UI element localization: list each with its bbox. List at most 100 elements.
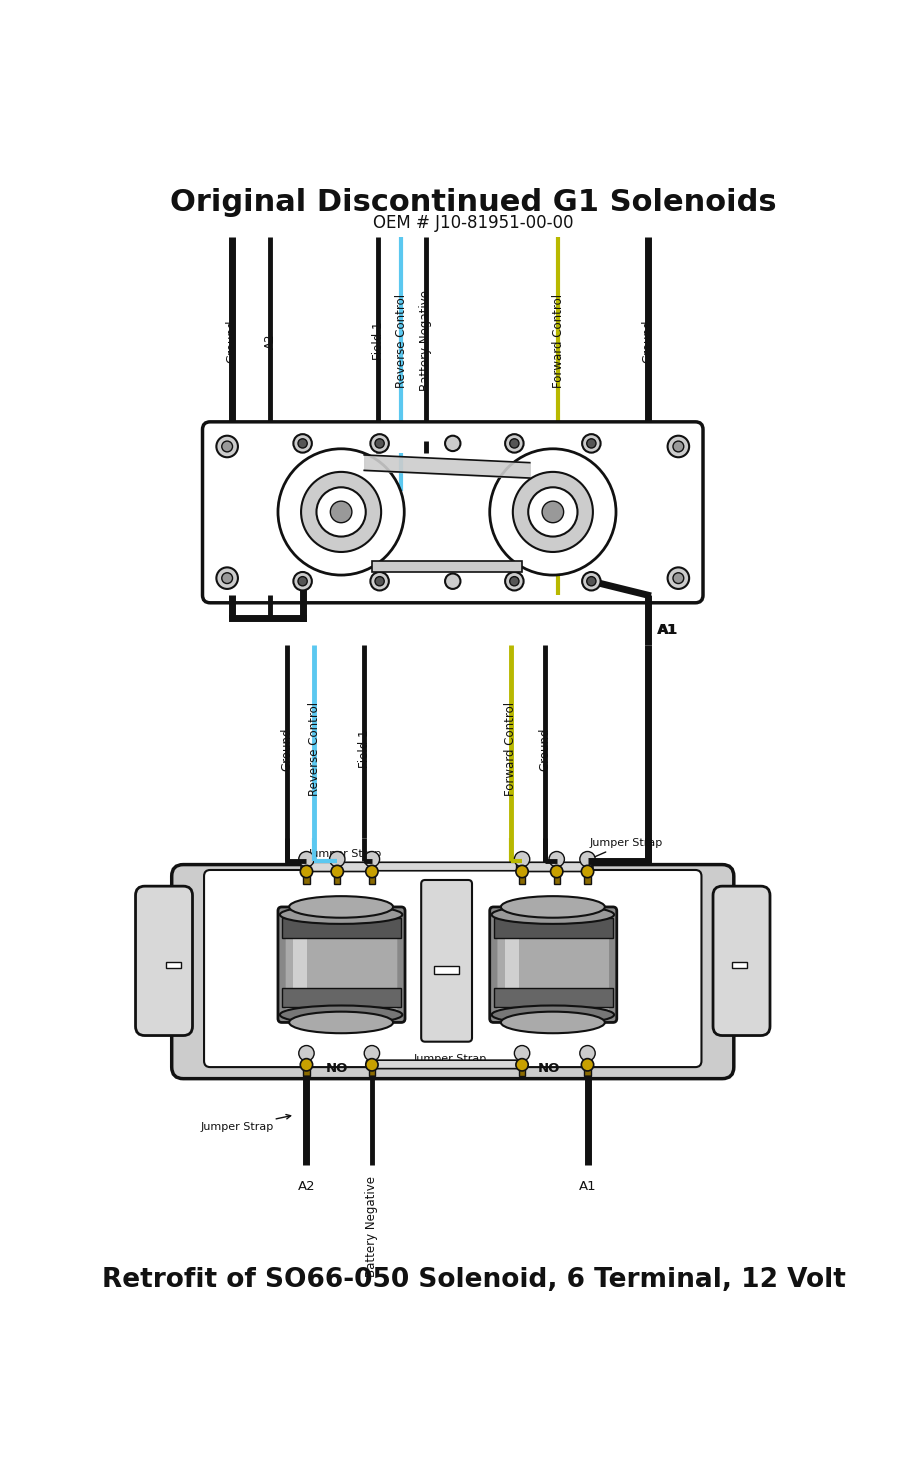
Text: Retrofit of SO66-050 Solenoid, 6 Terminal, 12 Volt: Retrofit of SO66-050 Solenoid, 6 Termina… [102,1268,845,1294]
Bar [505,930,519,1000]
Circle shape [510,439,519,447]
Bar [282,988,401,1007]
Text: Ground: Ground [641,319,654,363]
Bar [519,860,525,885]
Circle shape [294,572,312,591]
Bar [369,1053,375,1076]
Circle shape [375,439,384,447]
Text: Ground: Ground [225,319,238,363]
Circle shape [542,501,564,523]
Circle shape [516,866,529,877]
FancyBboxPatch shape [172,864,734,1079]
Circle shape [330,851,345,867]
Circle shape [366,1058,378,1072]
Text: Reverse Control: Reverse Control [308,702,321,797]
FancyBboxPatch shape [278,906,405,1022]
Circle shape [222,573,233,583]
Circle shape [668,567,689,589]
Circle shape [294,434,312,453]
Circle shape [513,472,593,553]
Text: OEM # J10-81951-00-00: OEM # J10-81951-00-00 [373,213,574,232]
Ellipse shape [501,1012,605,1034]
FancyBboxPatch shape [371,863,524,871]
Circle shape [298,851,314,867]
Ellipse shape [492,905,614,924]
Circle shape [316,487,366,537]
Circle shape [371,572,389,591]
Text: Reverse Control: Reverse Control [395,294,407,387]
Circle shape [505,572,524,591]
Circle shape [371,434,389,453]
Bar [165,962,181,968]
Bar [493,988,613,1007]
Circle shape [300,1058,312,1072]
FancyBboxPatch shape [286,917,397,1013]
FancyBboxPatch shape [136,886,192,1035]
Circle shape [515,1045,529,1061]
Ellipse shape [280,1006,402,1023]
Ellipse shape [492,1006,614,1023]
Text: Ground: Ground [281,727,294,770]
Circle shape [581,1058,593,1072]
Text: A1: A1 [578,1180,596,1193]
Circle shape [298,439,307,447]
Circle shape [516,1058,529,1072]
Circle shape [375,576,384,586]
Bar [369,860,375,885]
Circle shape [216,567,238,589]
Bar [585,1053,590,1076]
FancyBboxPatch shape [204,870,701,1067]
Bar [434,966,459,974]
Circle shape [445,436,460,452]
Circle shape [364,1045,380,1061]
Circle shape [490,449,616,575]
Circle shape [551,866,563,877]
Circle shape [510,576,519,586]
Text: Jumper Strap: Jumper Strap [572,838,663,867]
Bar [294,930,307,1000]
Circle shape [587,439,596,447]
Bar [493,918,613,937]
Bar [585,860,590,885]
Text: NO: NO [538,1061,560,1075]
Bar [519,1053,525,1076]
Circle shape [549,851,565,867]
Circle shape [582,572,601,591]
Text: Forward Control: Forward Control [552,294,565,387]
Text: Field 1: Field 1 [358,730,371,769]
Text: Battery Negative: Battery Negative [419,291,432,392]
Text: Jumper Strap: Jumper Strap [309,849,382,858]
Bar [732,962,747,968]
FancyBboxPatch shape [301,863,377,871]
FancyBboxPatch shape [713,886,770,1035]
Text: Jumper Strap: Jumper Strap [201,1114,291,1132]
Ellipse shape [289,896,393,918]
Text: A2: A2 [298,1180,315,1193]
FancyBboxPatch shape [421,880,472,1042]
Bar [303,1053,310,1076]
Text: Forward Control: Forward Control [504,702,517,797]
Circle shape [515,851,529,867]
Ellipse shape [501,896,605,918]
Text: Field 1: Field 1 [371,322,384,360]
Circle shape [331,501,352,523]
Circle shape [364,851,380,867]
Circle shape [505,434,524,453]
Text: Jumper Strap: Jumper Strap [414,1054,487,1064]
FancyBboxPatch shape [490,906,617,1022]
Circle shape [216,436,238,458]
Circle shape [300,866,312,877]
FancyBboxPatch shape [367,1060,524,1069]
Circle shape [580,1045,595,1061]
Ellipse shape [280,905,402,924]
Text: Battery Negative: Battery Negative [365,1177,379,1278]
FancyBboxPatch shape [517,863,593,871]
Circle shape [529,487,578,537]
Circle shape [673,442,684,452]
Circle shape [366,866,378,877]
Circle shape [673,573,684,583]
Text: Original Discontinued G1 Solenoids: Original Discontinued G1 Solenoids [170,189,777,216]
Ellipse shape [289,1012,393,1034]
Circle shape [668,436,689,458]
Circle shape [278,449,405,575]
